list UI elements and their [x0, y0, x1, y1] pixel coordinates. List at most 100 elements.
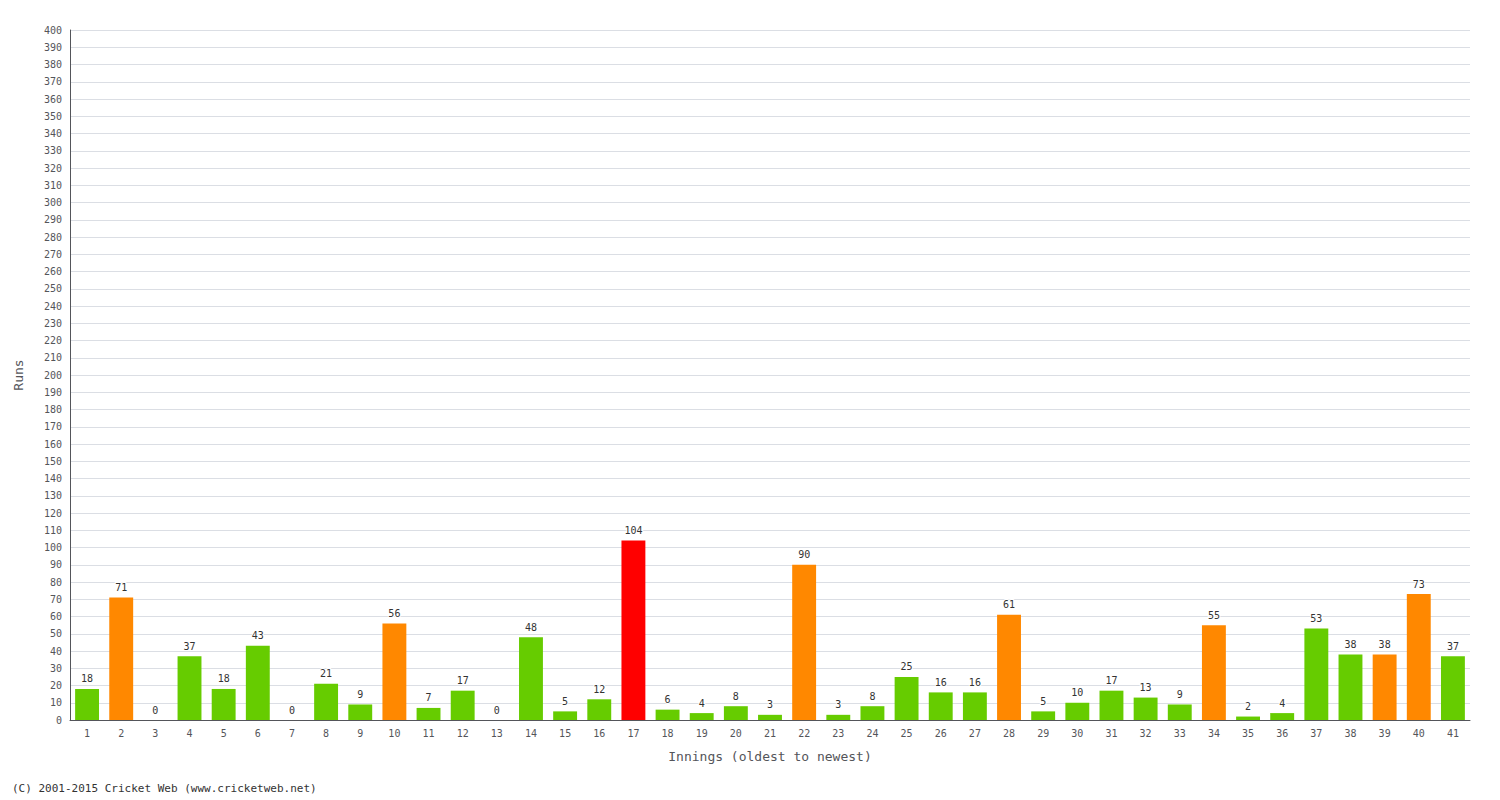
- svg-text:240: 240: [44, 301, 62, 312]
- svg-text:20: 20: [50, 680, 62, 691]
- svg-text:34: 34: [1208, 728, 1220, 739]
- svg-text:7: 7: [426, 692, 432, 703]
- svg-text:180: 180: [44, 404, 62, 415]
- svg-text:330: 330: [44, 145, 62, 156]
- svg-text:12: 12: [457, 728, 469, 739]
- svg-text:30: 30: [1071, 728, 1083, 739]
- svg-text:190: 190: [44, 387, 62, 398]
- svg-text:1: 1: [84, 728, 90, 739]
- svg-text:230: 230: [44, 318, 62, 329]
- svg-text:9: 9: [357, 689, 363, 700]
- svg-text:22: 22: [798, 728, 810, 739]
- svg-text:13: 13: [491, 728, 503, 739]
- svg-text:40: 40: [50, 646, 62, 657]
- svg-text:29: 29: [1037, 728, 1049, 739]
- svg-text:Innings (oldest to newest): Innings (oldest to newest): [668, 749, 872, 764]
- svg-text:210: 210: [44, 352, 62, 363]
- svg-text:25: 25: [901, 728, 913, 739]
- svg-text:250: 250: [44, 283, 62, 294]
- svg-text:24: 24: [866, 728, 878, 739]
- svg-text:61: 61: [1003, 599, 1015, 610]
- svg-text:48: 48: [525, 622, 537, 633]
- svg-text:27: 27: [969, 728, 981, 739]
- svg-text:370: 370: [44, 76, 62, 87]
- svg-text:90: 90: [50, 559, 62, 570]
- svg-text:17: 17: [627, 728, 639, 739]
- svg-text:35: 35: [1242, 728, 1254, 739]
- svg-text:80: 80: [50, 577, 62, 588]
- svg-text:5: 5: [221, 728, 227, 739]
- svg-text:10: 10: [1071, 687, 1083, 698]
- svg-text:6: 6: [255, 728, 261, 739]
- svg-text:160: 160: [44, 439, 62, 450]
- svg-text:8: 8: [323, 728, 329, 739]
- svg-text:120: 120: [44, 508, 62, 519]
- svg-text:53: 53: [1310, 613, 1322, 624]
- svg-text:0: 0: [494, 705, 500, 716]
- svg-text:21: 21: [320, 668, 332, 679]
- svg-text:130: 130: [44, 490, 62, 501]
- svg-text:Runs: Runs: [11, 359, 26, 390]
- svg-text:360: 360: [44, 94, 62, 105]
- svg-text:50: 50: [50, 628, 62, 639]
- svg-text:41: 41: [1447, 728, 1459, 739]
- svg-text:16: 16: [935, 677, 947, 688]
- svg-text:0: 0: [152, 705, 158, 716]
- svg-text:10: 10: [50, 697, 62, 708]
- svg-text:36: 36: [1276, 728, 1288, 739]
- svg-text:60: 60: [50, 611, 62, 622]
- svg-text:23: 23: [832, 728, 844, 739]
- svg-text:3: 3: [835, 699, 841, 710]
- svg-text:3: 3: [152, 728, 158, 739]
- svg-text:38: 38: [1379, 639, 1391, 650]
- svg-text:4: 4: [699, 698, 705, 709]
- svg-text:320: 320: [44, 163, 62, 174]
- svg-text:16: 16: [593, 728, 605, 739]
- svg-text:270: 270: [44, 249, 62, 260]
- svg-text:140: 140: [44, 473, 62, 484]
- svg-text:31: 31: [1105, 728, 1117, 739]
- svg-text:70: 70: [50, 594, 62, 605]
- svg-text:100: 100: [44, 542, 62, 553]
- svg-text:3: 3: [767, 699, 773, 710]
- svg-text:38: 38: [1344, 639, 1356, 650]
- svg-text:9: 9: [1177, 689, 1183, 700]
- svg-text:11: 11: [423, 728, 435, 739]
- svg-text:18: 18: [218, 673, 230, 684]
- svg-text:16: 16: [969, 677, 981, 688]
- svg-text:21: 21: [764, 728, 776, 739]
- svg-text:33: 33: [1174, 728, 1186, 739]
- svg-text:2: 2: [118, 728, 124, 739]
- svg-text:5: 5: [1040, 696, 1046, 707]
- svg-text:90: 90: [798, 549, 810, 560]
- svg-text:200: 200: [44, 370, 62, 381]
- svg-text:37: 37: [1447, 641, 1459, 652]
- svg-text:8: 8: [869, 691, 875, 702]
- svg-text:9: 9: [357, 728, 363, 739]
- svg-text:220: 220: [44, 335, 62, 346]
- svg-text:14: 14: [525, 728, 537, 739]
- svg-text:280: 280: [44, 232, 62, 243]
- svg-text:104: 104: [624, 525, 642, 536]
- svg-text:5: 5: [562, 696, 568, 707]
- svg-text:110: 110: [44, 525, 62, 536]
- svg-text:0: 0: [56, 715, 62, 726]
- svg-text:25: 25: [901, 661, 913, 672]
- svg-text:260: 260: [44, 266, 62, 277]
- svg-text:55: 55: [1208, 610, 1220, 621]
- svg-text:300: 300: [44, 197, 62, 208]
- svg-text:0: 0: [289, 705, 295, 716]
- svg-text:56: 56: [388, 608, 400, 619]
- svg-text:37: 37: [183, 641, 195, 652]
- svg-text:340: 340: [44, 128, 62, 139]
- svg-text:2: 2: [1245, 701, 1251, 712]
- svg-text:26: 26: [935, 728, 947, 739]
- svg-text:8: 8: [733, 691, 739, 702]
- svg-text:18: 18: [81, 673, 93, 684]
- svg-text:39: 39: [1379, 728, 1391, 739]
- svg-text:(C) 2001-2015 Cricket Web (www: (C) 2001-2015 Cricket Web (www.cricketwe…: [12, 782, 317, 795]
- svg-text:350: 350: [44, 111, 62, 122]
- svg-text:30: 30: [50, 663, 62, 674]
- svg-text:380: 380: [44, 59, 62, 70]
- svg-text:400: 400: [44, 25, 62, 36]
